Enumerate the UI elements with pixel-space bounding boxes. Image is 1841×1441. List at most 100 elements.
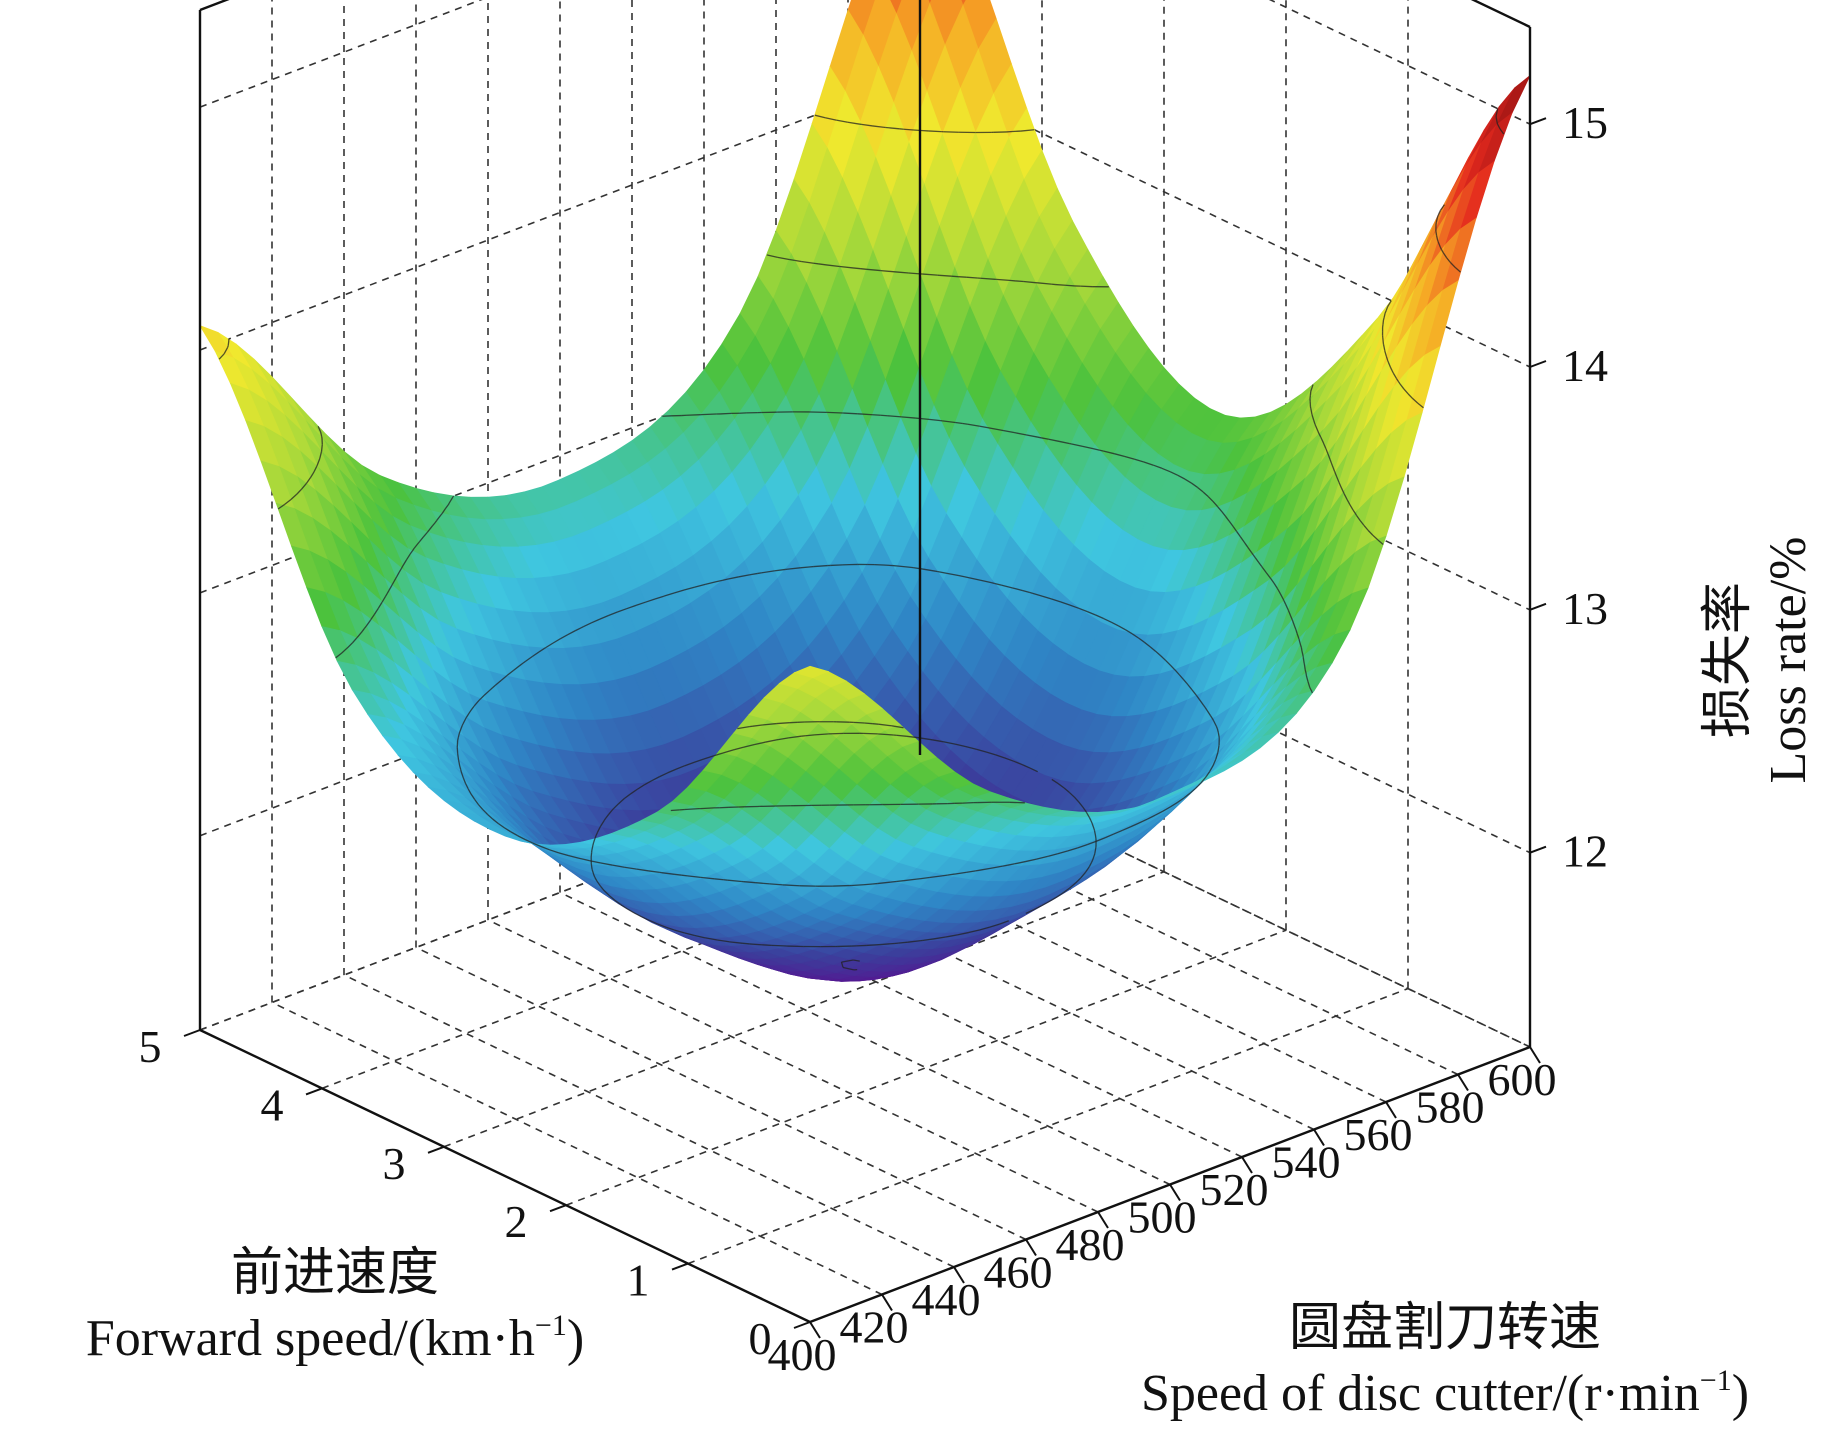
contour-segment xyxy=(1442,204,1446,207)
contour-segment xyxy=(1078,607,1088,613)
contour-segment xyxy=(1196,695,1201,701)
contour-segment xyxy=(592,838,596,844)
contour-segment xyxy=(1162,806,1171,812)
x-tick-label: 540 xyxy=(1272,1137,1341,1188)
contour-segment xyxy=(872,414,881,416)
x-tick-label: 520 xyxy=(1200,1164,1269,1215)
contour-segment xyxy=(346,642,354,649)
contour-segment xyxy=(568,855,580,859)
contour-segment xyxy=(1385,306,1389,311)
contour-segment xyxy=(388,584,393,591)
contour-segment xyxy=(864,722,873,725)
contour-segment xyxy=(920,876,930,880)
contour-segment xyxy=(1143,461,1154,466)
contour-segment xyxy=(626,908,635,914)
contour-segment xyxy=(742,942,750,945)
contour-segment xyxy=(484,811,489,815)
contour-segment xyxy=(800,566,810,569)
surface-patch xyxy=(793,665,830,679)
contour-segment xyxy=(958,574,965,578)
contour-segment xyxy=(1239,536,1245,543)
contour-segment xyxy=(978,867,992,871)
contour-segment xyxy=(1014,860,1026,865)
y-tick-mark xyxy=(671,1262,689,1271)
contour-segment xyxy=(1191,689,1197,696)
contour-segment xyxy=(531,651,540,658)
contour-segment xyxy=(1372,534,1378,540)
contour-segment xyxy=(1205,771,1211,777)
contour-segment xyxy=(1092,448,1100,451)
contour-segment xyxy=(226,345,229,348)
contour-segment xyxy=(1204,707,1208,711)
contour-segment xyxy=(1342,491,1345,495)
contour-segment xyxy=(384,593,388,597)
contour-segment xyxy=(702,876,715,880)
contour-segment xyxy=(461,723,464,727)
contour-segment xyxy=(1186,682,1189,686)
y-tick-label: 3 xyxy=(383,1138,406,1189)
contour-segment xyxy=(612,803,620,810)
contour-segment xyxy=(1382,337,1384,344)
contour-segment xyxy=(296,492,299,495)
contour-segment xyxy=(962,422,968,425)
contour-segment xyxy=(734,746,744,751)
contour-segment xyxy=(1390,367,1393,371)
z-axis-title-en: Loss rate/% xyxy=(1760,537,1817,784)
contour-segment xyxy=(866,944,877,947)
contour-segment xyxy=(1310,407,1313,415)
contour-segment xyxy=(1436,214,1439,218)
contour-segment xyxy=(1277,589,1281,594)
contour-segment xyxy=(1303,664,1306,670)
contour-segment xyxy=(1232,526,1238,532)
contour-segment xyxy=(999,920,1010,925)
contour-segment xyxy=(684,932,695,937)
x-tick-mark xyxy=(953,1266,965,1284)
contour-segment xyxy=(996,278,1010,282)
contour-segment xyxy=(715,579,724,583)
contour-segment xyxy=(648,919,658,925)
contour-segment xyxy=(1290,615,1293,621)
contour-segment xyxy=(590,863,593,869)
contour-segment xyxy=(664,592,675,597)
contour-segment xyxy=(1169,664,1176,671)
contour-segment xyxy=(1130,822,1140,828)
contour-segment xyxy=(1299,644,1303,648)
contour-segment xyxy=(1348,501,1351,506)
contour-segment xyxy=(603,818,606,821)
contour-segment xyxy=(277,504,285,510)
contour-segment xyxy=(794,259,802,263)
contour-segment xyxy=(675,765,686,770)
contour-segment xyxy=(1217,745,1220,753)
contour-segment xyxy=(1329,459,1332,464)
contour-segment xyxy=(648,870,660,874)
contour-segment xyxy=(1389,300,1392,303)
contour-segment xyxy=(674,589,685,594)
contour-segment xyxy=(398,568,403,573)
contour-segment xyxy=(826,264,840,268)
contour-segment xyxy=(827,411,843,414)
contour-segment xyxy=(643,782,649,786)
contour-segment xyxy=(402,559,407,567)
contour-segment xyxy=(489,687,493,691)
contour-segment xyxy=(887,415,901,418)
contour-segment xyxy=(1213,720,1218,727)
contour-segment xyxy=(686,414,701,416)
contour-segment xyxy=(1067,847,1078,852)
floor-gridline-x xyxy=(271,1001,883,1296)
contour-segment xyxy=(448,496,454,504)
contour-segment xyxy=(933,936,946,940)
contour-segment xyxy=(471,705,475,710)
y-tick-label: 0 xyxy=(749,1313,772,1364)
contour-segment xyxy=(814,114,826,119)
contour-segment xyxy=(381,596,387,603)
contour-segment xyxy=(426,531,429,533)
contour-segment xyxy=(1397,381,1401,385)
contour-segment xyxy=(1217,506,1222,512)
contour-segment xyxy=(1184,478,1192,484)
contour-segment xyxy=(1084,809,1087,813)
contour-segment xyxy=(1020,129,1035,132)
contour-segment xyxy=(957,931,969,936)
contour-segment xyxy=(510,831,515,835)
contour-segment xyxy=(980,277,996,280)
contour-segment xyxy=(786,567,801,570)
